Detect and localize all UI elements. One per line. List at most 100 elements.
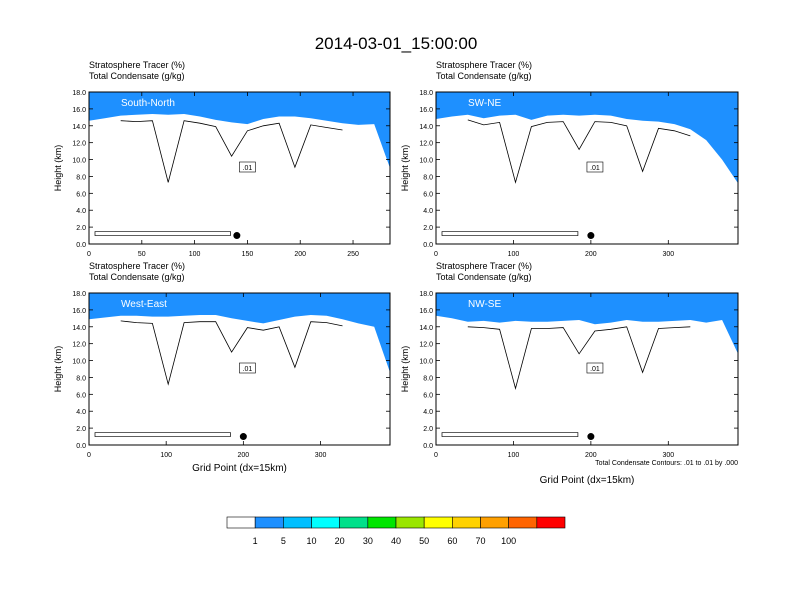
panel-header-line1: Stratosphere Tracer (%)	[436, 261, 532, 271]
y-tick-label: 12.0	[72, 342, 86, 349]
x-tick-label: 150	[242, 251, 254, 258]
colorbar-swatch	[283, 516, 312, 529]
plot-frame	[435, 91, 739, 245]
plot-frame	[88, 292, 391, 446]
y-tick-label: 6.0	[423, 392, 433, 399]
y-tick-label: 8.0	[76, 174, 86, 181]
x-tick-label: 100	[508, 452, 520, 459]
panel-header-line2: Total Condensate (g/kg)	[89, 71, 185, 81]
condensate-contour	[467, 326, 691, 390]
tracer-band-0	[89, 293, 390, 373]
y-tick-label: 14.0	[72, 325, 86, 332]
colorbar-label: 70	[475, 536, 485, 546]
y-tick-label: 18.0	[419, 291, 433, 298]
y-axis-label: Height (km)	[400, 145, 410, 192]
y-tick-label: 14.0	[419, 325, 433, 332]
contour-label: .01	[239, 161, 256, 173]
colorbar-label: 10	[306, 536, 316, 546]
svg-text:.01: .01	[590, 366, 600, 373]
x-tick-label: 250	[347, 251, 359, 258]
y-tick-label: 18.0	[72, 90, 86, 97]
colorbar-swatch	[226, 516, 256, 529]
x-tick-label: 0	[87, 452, 91, 459]
colorbar-swatch	[311, 516, 340, 529]
x-tick-label: 200	[585, 251, 597, 258]
x-tick-label: 200	[585, 452, 597, 459]
y-tick-label: 0.0	[423, 242, 433, 249]
y-tick-label: 12.0	[72, 141, 86, 148]
y-axis-label: Height (km)	[400, 346, 410, 393]
figure-title: 2014-03-01_15:00:00	[315, 34, 478, 53]
location-marker	[233, 232, 241, 240]
colorbar-label: 1	[253, 536, 258, 546]
colorbar-label: 30	[363, 536, 373, 546]
plot-frame	[88, 91, 391, 245]
x-tick-label: 300	[315, 452, 327, 459]
y-tick-label: 18.0	[72, 291, 86, 298]
panel-sw-ne: Stratosphere Tracer (%)Total Condensate …	[400, 60, 739, 258]
tracer-band-0	[436, 92, 738, 184]
y-tick-label: 2.0	[423, 225, 433, 232]
y-tick-label: 0.0	[76, 443, 86, 450]
y-tick-label: 10.0	[72, 359, 86, 366]
plot-frame	[435, 292, 739, 446]
condensate-contour	[120, 320, 343, 386]
y-axis-label: Height (km)	[53, 145, 63, 192]
x-tick-label: 300	[662, 251, 674, 258]
panel-name: South-North	[121, 98, 175, 109]
x-tick-label: 0	[434, 452, 438, 459]
panel-nw-se: Stratosphere Tracer (%)Total Condensate …	[400, 261, 739, 486]
panel-header-line1: Stratosphere Tracer (%)	[436, 60, 532, 70]
y-tick-label: 14.0	[72, 124, 86, 131]
x-tick-label: 100	[160, 452, 172, 459]
colorbar-swatch	[339, 516, 369, 529]
y-tick-label: 18.0	[419, 90, 433, 97]
y-tick-label: 10.0	[72, 158, 86, 165]
svg-text:.01: .01	[590, 165, 600, 172]
condensate-contour	[467, 119, 691, 184]
condensate-contour-low	[94, 231, 231, 236]
x-tick-label: 300	[662, 452, 674, 459]
colorbar-label: 50	[419, 536, 429, 546]
colorbar-swatch	[367, 516, 397, 529]
y-tick-label: 0.0	[76, 242, 86, 249]
y-tick-label: 4.0	[423, 409, 433, 416]
location-marker	[239, 433, 247, 441]
svg-text:.01: .01	[243, 366, 253, 373]
panel-header-line1: Stratosphere Tracer (%)	[89, 60, 185, 70]
y-tick-label: 12.0	[419, 342, 433, 349]
panel-south-north: Stratosphere Tracer (%)Total Condensate …	[53, 60, 391, 258]
y-tick-label: 16.0	[419, 107, 433, 114]
panel-name: West-East	[121, 299, 167, 310]
colorbar-swatch	[452, 516, 481, 529]
svg-text:.01: .01	[243, 165, 253, 172]
colorbar-swatch	[508, 516, 538, 529]
y-tick-label: 8.0	[423, 375, 433, 382]
y-tick-label: 16.0	[419, 308, 433, 315]
y-tick-label: 6.0	[423, 191, 433, 198]
condensate-contour-low	[441, 432, 579, 437]
y-tick-label: 2.0	[76, 426, 86, 433]
x-axis-label: Grid Point (dx=15km)	[540, 475, 635, 486]
y-tick-label: 16.0	[72, 107, 86, 114]
contour-note: Total Condensate Contours: .01 to .01 by…	[595, 460, 738, 467]
x-tick-label: 200	[238, 452, 250, 459]
y-axis-label: Height (km)	[53, 346, 63, 393]
y-tick-label: 14.0	[419, 124, 433, 131]
x-tick-label: 0	[434, 251, 438, 258]
y-tick-label: 2.0	[76, 225, 86, 232]
contour-label: .01	[586, 362, 604, 374]
tracer-band-0	[89, 92, 390, 168]
panel-name: NW-SE	[468, 299, 501, 310]
colorbar-swatch	[423, 516, 453, 529]
x-axis-label: Grid Point (dx=15km)	[192, 463, 287, 474]
colorbar-label: 60	[447, 536, 457, 546]
panel-header-line2: Total Condensate (g/kg)	[436, 272, 532, 282]
colorbar-label: 20	[335, 536, 345, 546]
colorbar-swatch	[254, 516, 284, 529]
y-tick-label: 10.0	[419, 158, 433, 165]
y-tick-label: 6.0	[76, 392, 86, 399]
x-tick-label: 50	[138, 251, 146, 258]
y-tick-label: 4.0	[76, 208, 86, 215]
